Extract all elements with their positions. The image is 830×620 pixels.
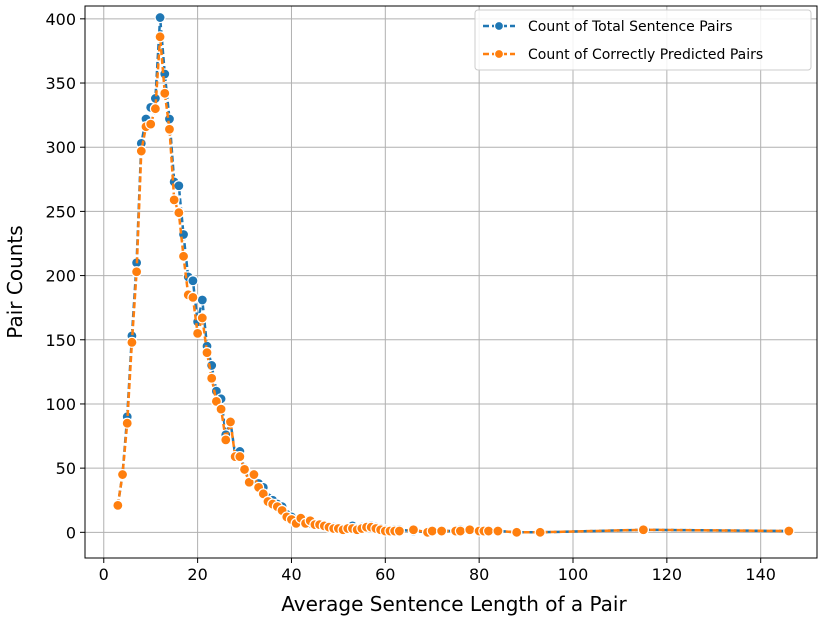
y-tick-label: 0 [66,523,76,542]
data-point [393,525,405,537]
data-point [126,336,138,348]
data-point [177,250,190,262]
y-tick-label: 200 [45,267,76,286]
data-point [116,468,129,481]
data-point [196,294,208,306]
x-tick-label: 0 [99,565,109,584]
legend-marker-total [493,20,505,32]
y-tick-label: 400 [45,10,76,29]
x-tick-label: 80 [469,565,489,584]
y-tick-label: 50 [56,459,76,478]
data-point [248,468,260,481]
y-tick-label: 350 [45,74,76,93]
data-point [464,524,476,536]
data-point [206,372,218,384]
series-layer [112,11,795,538]
x-tick-label: 60 [375,565,395,584]
legend: Count of Total Sentence Pairs Count of C… [474,9,812,71]
plot-area [85,6,817,558]
data-point [112,499,124,511]
data-point [135,145,147,157]
data-point [234,450,246,463]
data-point [224,416,237,428]
x-tick-label: 120 [652,565,683,584]
data-point [215,403,227,415]
series-1 [112,31,795,538]
axis-ticks: 0 20 40 60 80 100 120 140 0 50 100 150 200 250 300 350 4… [45,10,776,584]
x-tick-label: 40 [281,565,301,584]
y-tick-label: 100 [45,395,76,414]
data-point [159,87,171,99]
data-point [187,291,199,304]
data-point [196,312,208,324]
grid-lines [85,6,817,558]
data-point [121,417,133,429]
data-point [783,525,795,537]
y-tick-label: 250 [45,202,76,221]
data-point [201,347,213,359]
legend-box [474,9,812,71]
x-tick-label: 20 [187,565,207,584]
x-tick-label: 140 [745,565,776,584]
x-axis-label: Average Sentence Length of a Pair [281,592,627,616]
data-point [426,525,438,537]
data-point [173,207,185,219]
y-axis-label: Pair Counts [3,225,27,338]
data-point [149,103,161,115]
data-point [637,524,649,536]
data-point [159,68,171,80]
data-point [173,180,185,192]
data-point [154,11,166,24]
legend-label-total: Count of Total Sentence Pairs [528,19,733,35]
y-tick-label: 150 [45,331,76,350]
data-point [436,525,448,537]
data-point [168,194,180,206]
data-point [163,123,176,135]
legend-label-correct: Count of Correctly Predicted Pairs [528,47,763,63]
data-point [131,266,143,278]
data-point [220,434,232,446]
plot-frame [84,5,818,559]
data-point [238,463,251,476]
data-point [187,275,199,287]
x-tick-label: 100 [558,565,589,584]
data-point [534,526,546,538]
data-point [511,526,523,538]
data-point [154,31,166,43]
data-point [407,524,420,536]
data-point [482,525,495,537]
data-point [192,327,204,339]
legend-marker-correct [493,48,505,60]
y-tick-label: 300 [45,138,76,157]
data-point [145,118,157,130]
data-point [492,525,504,537]
data-point [454,525,466,537]
